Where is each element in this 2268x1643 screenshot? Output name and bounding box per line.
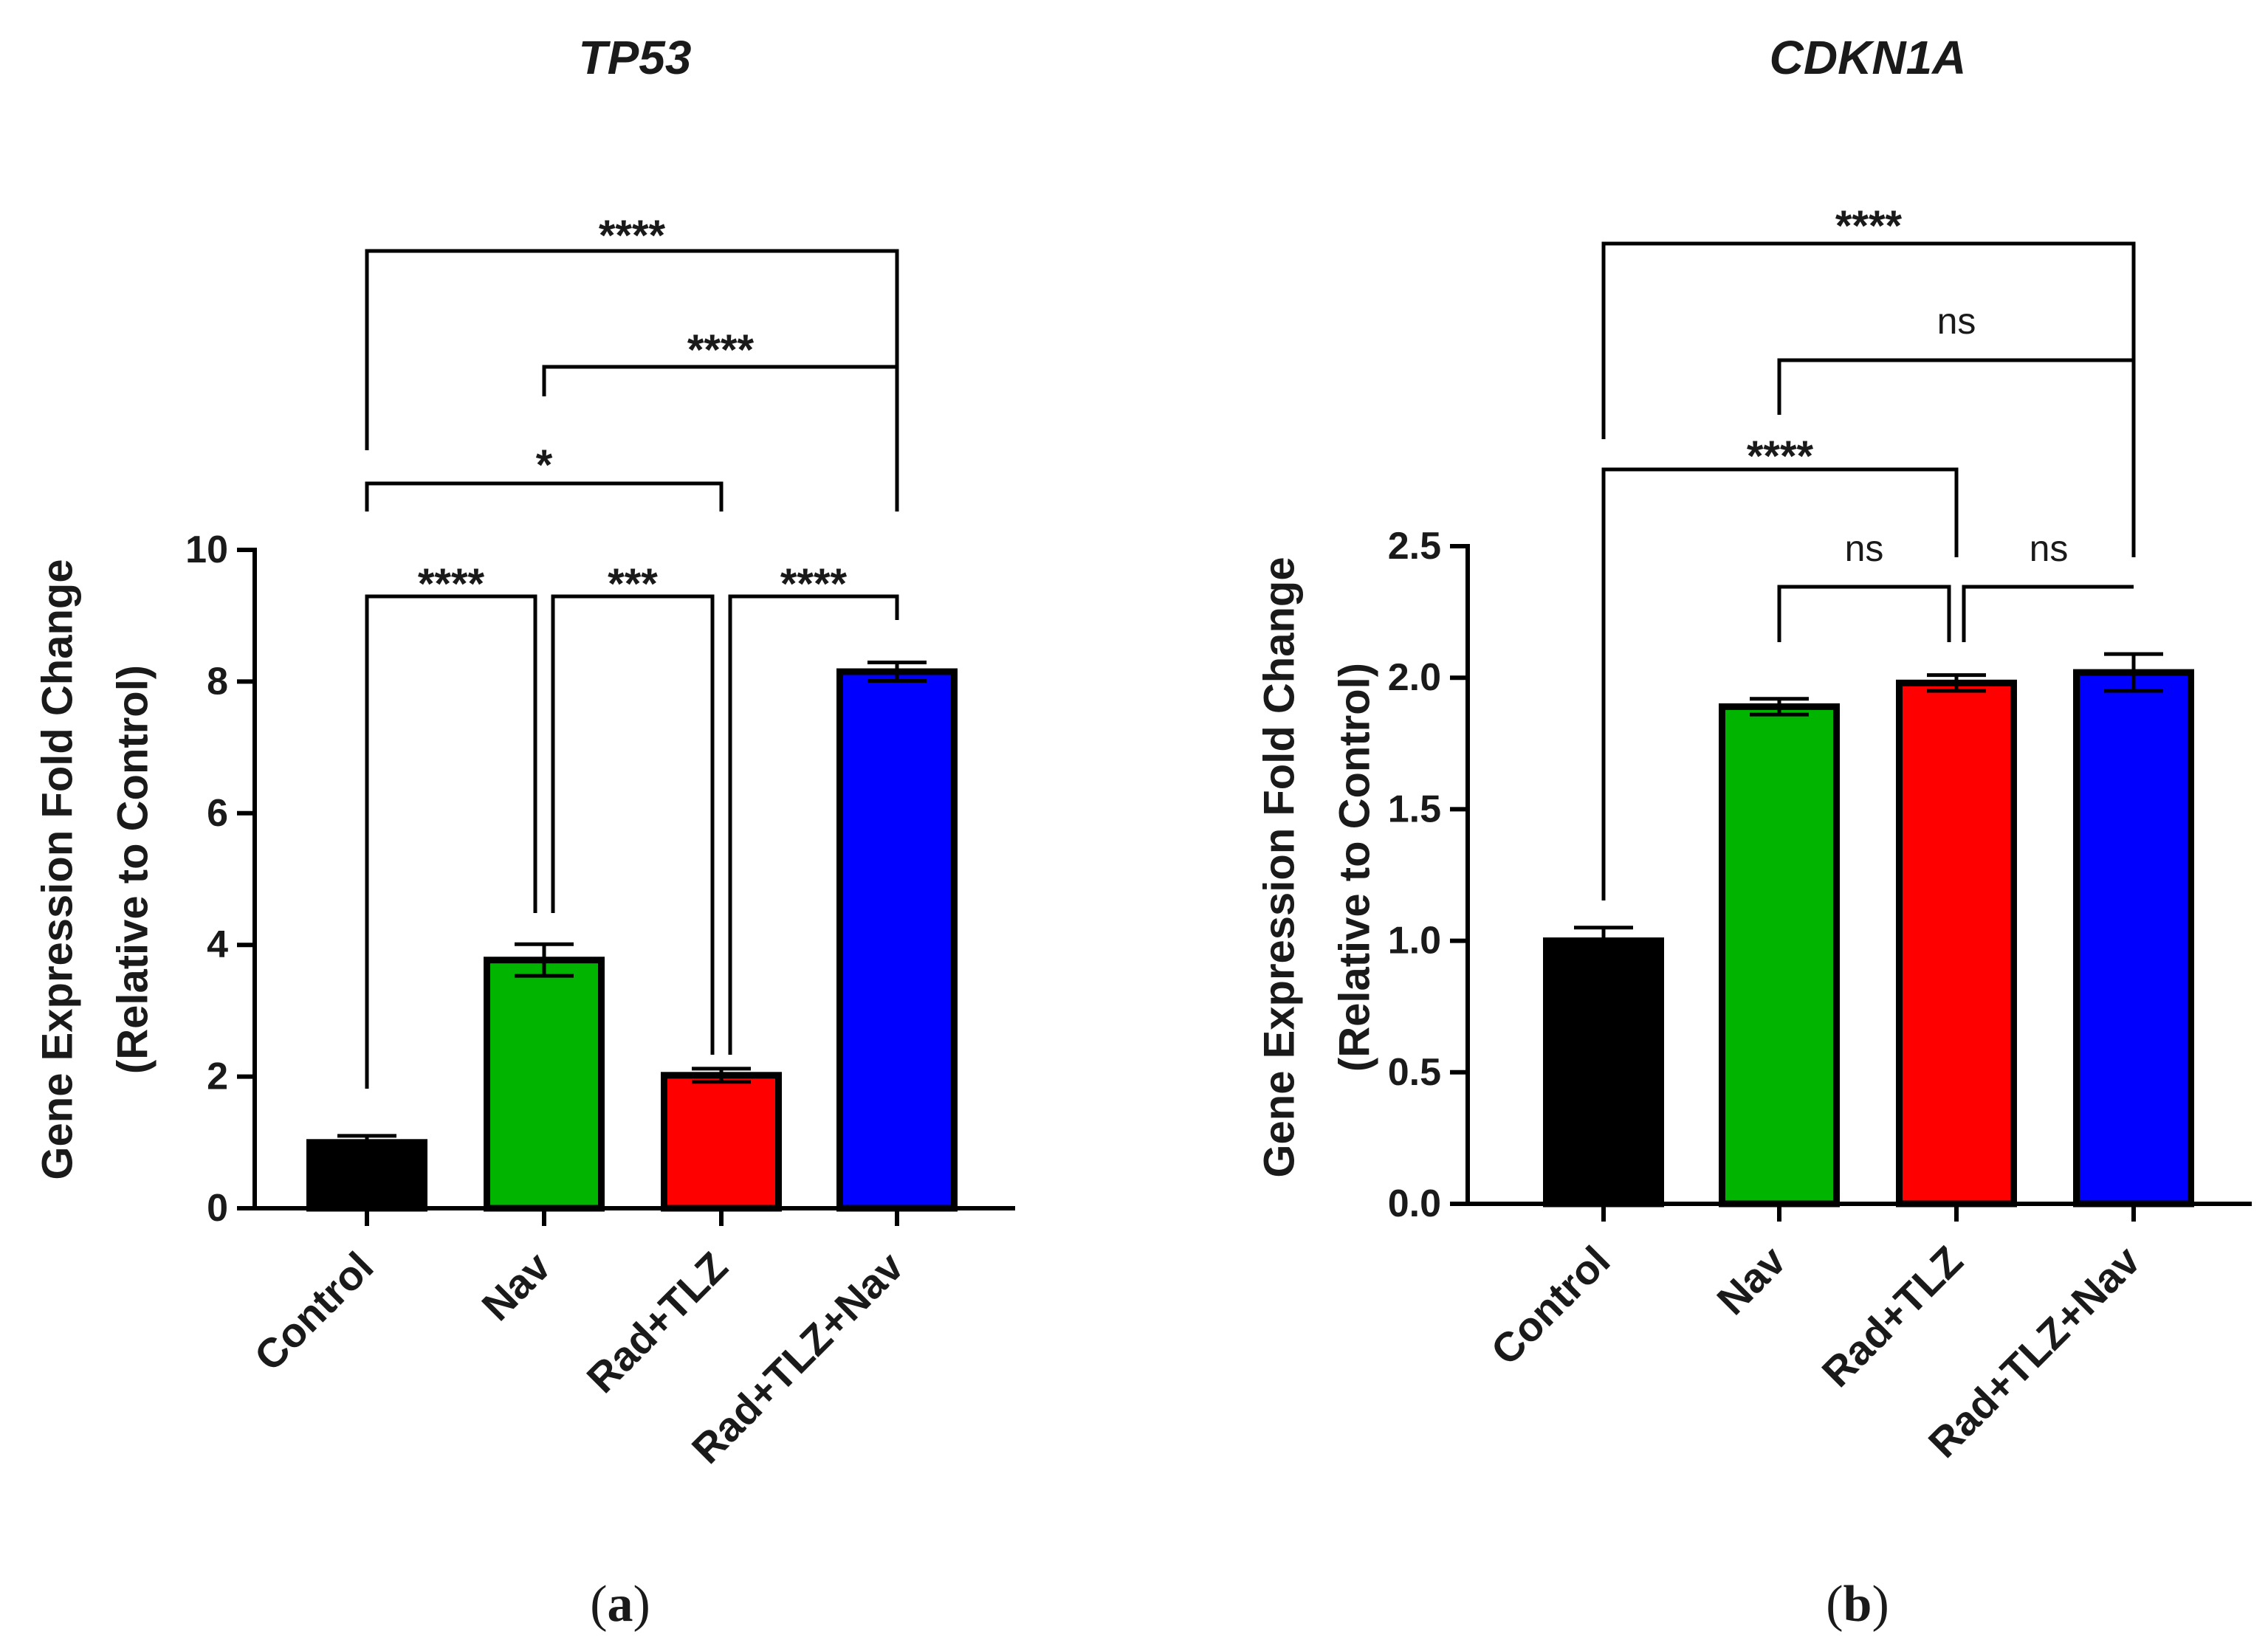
error-bar: [867, 661, 927, 683]
error-bar: [337, 1134, 396, 1151]
y-tick-label: 8: [207, 660, 228, 703]
error-bar: [1927, 673, 1986, 693]
panel-label-a: (a): [590, 1576, 650, 1633]
bar-rad-tlz: [661, 1072, 782, 1212]
significance-bracket: [365, 249, 899, 450]
x-category-label: Rad+TLZ: [1812, 1237, 1971, 1396]
significance-label: ns: [1937, 300, 1976, 342]
y-axis-title-line1: Gene Expression Fold Change: [1256, 557, 1304, 1177]
chart-title: CDKN1A: [1770, 31, 1967, 84]
error-bar: [1574, 926, 1633, 956]
y-axis-title-line1: Gene Expression Fold Change: [34, 559, 82, 1179]
y-tick-label: 0: [207, 1187, 228, 1230]
y-tick-label: 2.0: [1388, 656, 1441, 699]
y-tick-label: 2.5: [1388, 525, 1441, 568]
x-category-label: Rad+TLZ: [577, 1243, 736, 1402]
panel-b-cdkn1a-chart: CDKN1A Gene Expression Fold Change (Relati…: [1256, 31, 2252, 1467]
error-bar: [2104, 652, 2163, 693]
panel-label-b: (b): [1826, 1576, 1889, 1633]
y-tick-label: 6: [207, 792, 228, 835]
significance-label: ****: [1835, 202, 1903, 250]
error-bar: [515, 942, 574, 978]
y-tick-label: 1.5: [1388, 788, 1441, 830]
significance-bracket: [1777, 585, 1951, 642]
x-category-label: Nav: [472, 1243, 559, 1329]
x-category-label: Control: [1482, 1237, 1618, 1374]
significance-bracket: [551, 594, 715, 1055]
significance-bracket: [1777, 358, 2136, 557]
bar-rad-tlz-nav: [2073, 669, 2194, 1208]
significance-label: ****: [780, 560, 848, 608]
significance-label: ****: [1747, 433, 1814, 480]
panel-a-tp53-chart: TP53 Gene Expression Fold Change (Relative…: [34, 31, 1015, 1472]
significance-label: ns: [2030, 528, 2069, 569]
bar-control: [1543, 937, 1664, 1208]
bar-rad-tlz: [1896, 679, 2017, 1208]
significance-label: ****: [687, 326, 755, 374]
bar-nav: [484, 957, 605, 1212]
significance-label: ****: [599, 212, 666, 260]
significance-label: ***: [608, 560, 658, 608]
y-axis-title-line2: (Relative to Control): [109, 665, 157, 1074]
significance-bracket: [1962, 585, 2134, 642]
y-tick-label: 0.0: [1388, 1182, 1441, 1225]
y-axis-title-line2: (Relative to Control): [1331, 663, 1379, 1072]
error-bar: [1750, 697, 1809, 717]
bar-nav: [1719, 703, 1840, 1208]
y-tick-label: 0.5: [1388, 1051, 1441, 1094]
y-tick-label: 4: [207, 923, 228, 966]
bar-control: [306, 1139, 427, 1212]
significance-label: *: [536, 441, 553, 489]
significance-bracket: [1601, 241, 2136, 439]
x-category-label: Control: [245, 1243, 382, 1380]
y-tick-label: 2: [207, 1055, 228, 1098]
y-tick-label: 10: [185, 528, 228, 571]
error-bar: [692, 1067, 751, 1084]
significance-bracket: [728, 594, 899, 1055]
x-category-label: Nav: [1708, 1237, 1794, 1323]
significance-label: ns: [1845, 528, 1884, 569]
bar-rad-tlz-nav: [836, 668, 958, 1212]
chart-title: TP53: [579, 31, 692, 84]
significance-bracket: [365, 594, 537, 1089]
significance-bracket: [1601, 467, 1959, 900]
significance-bracket: [365, 481, 724, 512]
significance-label: ****: [418, 560, 485, 608]
y-tick-label: 1.0: [1388, 920, 1441, 962]
